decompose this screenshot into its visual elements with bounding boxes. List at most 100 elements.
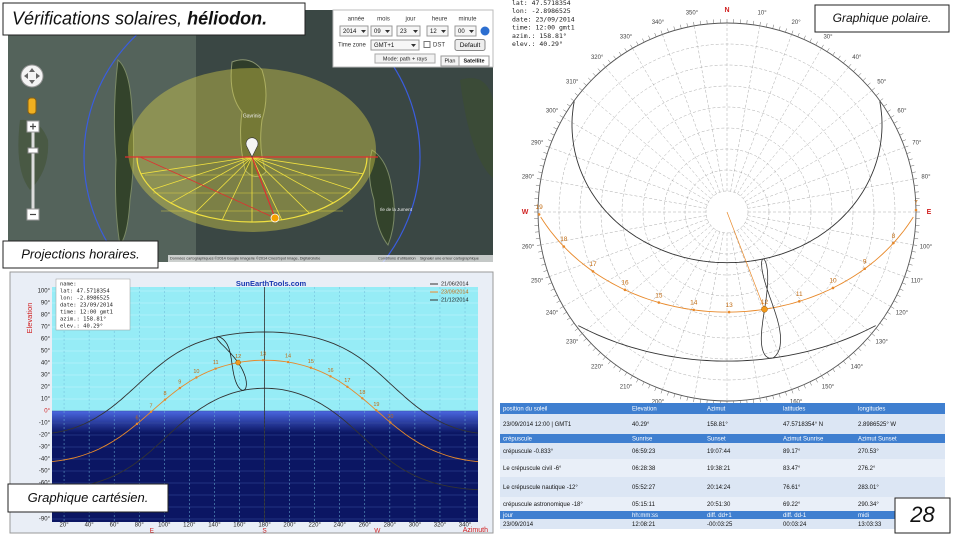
body-cell: 290.34° [858,502,879,508]
info-line: date: 23/09/2014 [60,303,114,309]
rim-tick [902,139,907,142]
island [368,149,395,246]
hour-dot [389,421,392,424]
hour-label: 11 [213,360,219,366]
rim-tick [538,171,543,173]
cardinal-label: W [374,528,381,535]
hour-ray [251,156,310,214]
rim-tick [686,23,688,28]
hour-label: 10 [193,369,199,375]
header-cell: hh:mm:ss [632,513,658,519]
body-cell: 158.81° [707,422,728,428]
pan-control[interactable] [20,64,44,88]
mode-box[interactable] [374,53,436,64]
rim-tick [753,399,755,404]
hour-label: 8 [163,391,166,397]
rim-tick [613,55,617,60]
caption-box [7,483,169,513]
default-button[interactable] [454,39,486,51]
body-cell: 12:08:21 [632,522,656,528]
rim-tick [906,152,911,154]
rim-tick [618,51,622,56]
rim-tick [821,375,824,380]
rim-tick [618,368,622,373]
map-type-button[interactable] [458,55,490,67]
rim-tick [630,44,633,49]
body-cell: -00:03:25 [707,522,733,528]
azimuth-spoke [563,117,709,202]
azimuth-label: 320° [591,55,604,61]
rim-tick [636,378,639,383]
date-select[interactable] [426,25,449,37]
date-select[interactable] [454,25,477,37]
rim-tick [766,23,768,28]
azimuth-label: 10° [758,11,768,17]
info-line: name: [60,282,77,288]
rim-tick [826,48,830,52]
date-select[interactable] [370,25,393,37]
rim-tick [908,263,913,266]
hour-dot [346,385,349,388]
hour-ray [251,156,283,220]
rim-tick [862,77,867,81]
hour-label: 11 [796,291,803,298]
hour-ray [251,156,352,190]
hour-label: 19 [536,204,544,211]
dst-checkbox[interactable] [423,41,431,48]
rim-tick [654,32,657,37]
rim-tick [545,145,550,148]
control-label: année [348,17,365,23]
date-select[interactable] [396,25,421,37]
info-button[interactable] [480,26,490,36]
rim-tick [887,109,891,113]
header-cell: jour [502,513,513,519]
x-tick-label: 100° [158,523,171,529]
x-tick-label: 160° [233,523,246,529]
rim-tick [597,352,601,356]
rim-tick [911,171,916,173]
rim-tick [630,375,633,380]
x-tick-label: 120° [183,523,196,529]
rim-tick [778,393,781,398]
body-cell: 23/09/2014 12:00 | GMT1 [503,422,572,428]
sun-ray [139,156,276,219]
body-row [500,459,945,477]
info-line: date: 23/09/2014 [512,15,575,23]
body-cell: 06:28:38 [632,466,656,472]
plot-area: 6 7 8 9 10 11 12 13 14 15 16 17 18 19 20 [52,287,478,522]
rim-tick [578,87,583,91]
rim-tick [848,356,852,361]
rim-tick [759,21,761,26]
azimuth-label: 40° [852,55,862,61]
hour-dot [797,300,801,303]
hour-dot [727,310,731,314]
analemma [216,336,247,391]
rim-tick [553,294,558,297]
rim-tick [887,311,891,315]
rim-tick [673,393,676,398]
cardinal-label: E [150,528,155,535]
control-label: DST [433,43,445,49]
rim-tick [837,364,841,369]
hour-label: 16 [621,280,629,287]
azimuth-spoke [747,178,914,209]
hour-label: 17 [344,378,350,384]
azimuth-label: 160° [790,399,803,405]
azimuth-label: 80° [921,175,931,181]
rim-tick [680,395,682,400]
rim-tick [536,178,541,180]
rim-tick [879,322,884,326]
date-select[interactable] [339,25,369,37]
azimuth-spoke [733,231,792,390]
cardinal-label: S [262,528,267,535]
y-tick-label: 20° [41,385,51,391]
street-view[interactable] [27,97,37,115]
hour-label: 18 [560,236,568,243]
timezone-select[interactable] [370,39,420,51]
rim-tick [896,294,901,297]
rim-tick [867,338,871,342]
zoom-handle[interactable] [27,147,39,154]
x-tick-label: 320° [434,523,447,529]
hour-dot [329,375,332,378]
rim-tick [797,387,800,392]
